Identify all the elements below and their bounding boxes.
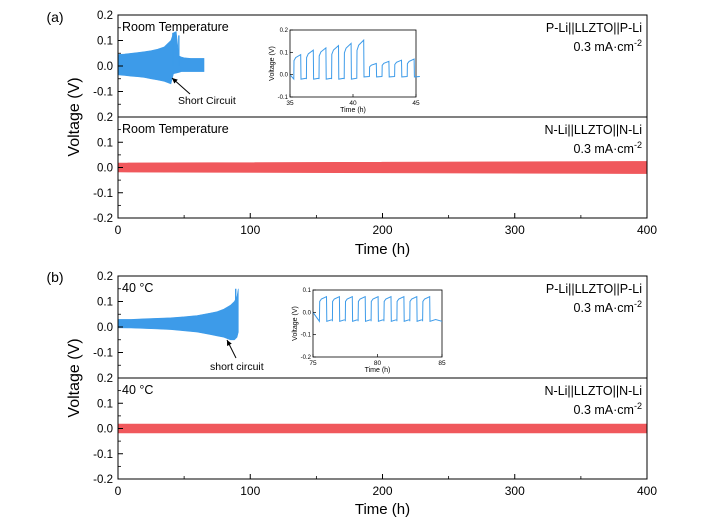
- current-density-exponent: -2: [634, 299, 642, 309]
- y-tick-label: 0.0: [97, 322, 113, 334]
- current-density-value: 0.3 mA·cm: [574, 403, 634, 417]
- inset-y-axis-label: Voltage (V): [269, 46, 276, 81]
- y-tick-label: 0.2: [97, 10, 113, 22]
- current-density-exponent: -2: [634, 401, 642, 411]
- current-density-value: 0.3 mA·cm: [574, 142, 634, 156]
- y-tick-label: 0.1: [97, 137, 113, 149]
- condition-label: Room Temperature: [122, 20, 229, 34]
- y-tick-label: -0.1: [93, 348, 113, 360]
- y-tick-label: -0.1: [93, 449, 113, 461]
- inset-y-tick-label: 0.2: [280, 28, 289, 34]
- inset-y-tick-label: 0.0: [303, 310, 312, 316]
- inset-y-tick-label: -0.1: [278, 95, 289, 101]
- inset-y-tick-label: -0.2: [301, 355, 312, 361]
- voltage-band-bottom: [117, 423, 648, 434]
- y-tick-label: 0.1: [97, 36, 113, 48]
- inset-x-tick-label: 75: [309, 360, 317, 367]
- x-tick-label: 300: [505, 223, 525, 237]
- x-axis-label: Time (h): [355, 241, 410, 258]
- current-density-label: 0.3 mA·cm-2: [574, 140, 642, 156]
- inset-x-axis-label: Time (h): [365, 367, 391, 374]
- y-tick-label: 0.0: [97, 61, 113, 73]
- x-tick-label: 0: [115, 223, 122, 237]
- voltage-band-top: [117, 288, 239, 341]
- current-density-value: 0.3 mA·cm: [574, 301, 634, 315]
- inset-y-tick-label: -0.1: [301, 333, 312, 339]
- inset-voltage-trace: [312, 295, 443, 323]
- cell-label: P-Li||LLZTO||P-Li: [546, 282, 642, 296]
- condition-label: 40 °C: [122, 383, 153, 397]
- inset-x-tick-label: 35: [286, 100, 294, 107]
- y-tick-label: -0.2: [93, 474, 113, 486]
- x-tick-label: 100: [240, 484, 260, 498]
- y-tick-label: -0.1: [93, 87, 113, 99]
- inset-frame: [312, 289, 443, 358]
- x-tick-label: 0: [115, 484, 122, 498]
- inset-y-axis-label: Voltage (V): [292, 306, 299, 341]
- cell-label: N-Li||LLZTO||N-Li: [545, 123, 643, 137]
- current-density-value: 0.3 mA·cm: [574, 40, 634, 54]
- voltage-band-top: [117, 31, 205, 85]
- short-circuit-label: Short Circuit: [178, 95, 236, 107]
- y-axis-label: Voltage (V): [66, 77, 83, 156]
- voltage-band-bottom: [117, 161, 648, 174]
- inset-x-tick-label: 85: [438, 360, 446, 367]
- x-tick-label: 200: [372, 484, 392, 498]
- inset-x-tick-label: 45: [412, 100, 420, 107]
- current-density-label: 0.3 mA·cm-2: [574, 401, 642, 417]
- short-circuit-arrowhead: [227, 340, 232, 346]
- y-tick-label: -0.2: [93, 213, 113, 225]
- inset-voltage-trace: [289, 38, 420, 81]
- y-tick-label: 0.1: [97, 297, 113, 309]
- inset-y-tick-label: 0.1: [303, 288, 312, 294]
- short-circuit-arrowhead: [172, 78, 178, 84]
- inset-y-tick-label: 0.1: [280, 50, 289, 56]
- y-axis-label: Voltage (V): [66, 338, 83, 417]
- x-tick-label: 300: [505, 484, 525, 498]
- current-density-exponent: -2: [634, 140, 642, 150]
- inset-x-tick-label: 80: [374, 360, 382, 367]
- inset-x-tick-label: 40: [349, 100, 357, 107]
- inset-x-axis-label: Time (h): [340, 107, 366, 114]
- x-tick-label: 100: [240, 223, 260, 237]
- x-tick-label: 400: [637, 223, 657, 237]
- y-tick-label: 0.0: [97, 424, 113, 436]
- current-density-label: 0.3 mA·cm-2: [574, 38, 642, 54]
- y-tick-label: 0.1: [97, 398, 113, 410]
- inset-frame: [289, 29, 417, 98]
- y-tick-label: 0.0: [97, 163, 113, 175]
- panel-letter: (b): [46, 269, 63, 285]
- x-tick-label: 200: [372, 223, 392, 237]
- condition-label: Room Temperature: [122, 122, 229, 136]
- x-axis-label: Time (h): [355, 501, 410, 518]
- condition-label: 40 °C: [122, 281, 153, 295]
- y-tick-label: 0.2: [97, 373, 113, 385]
- inset-y-tick-label: 0.0: [280, 73, 289, 79]
- cell-label: P-Li||LLZTO||P-Li: [546, 21, 642, 35]
- y-tick-label: -0.1: [93, 188, 113, 200]
- short-circuit-label: short circuit: [210, 361, 264, 373]
- cell-label: N-Li||LLZTO||N-Li: [545, 384, 643, 398]
- x-tick-label: 400: [637, 484, 657, 498]
- panel-letter: (a): [46, 9, 63, 25]
- current-density-exponent: -2: [634, 38, 642, 48]
- current-density-label: 0.3 mA·cm-2: [574, 299, 642, 315]
- y-tick-label: 0.2: [97, 271, 113, 283]
- y-tick-label: 0.2: [97, 112, 113, 124]
